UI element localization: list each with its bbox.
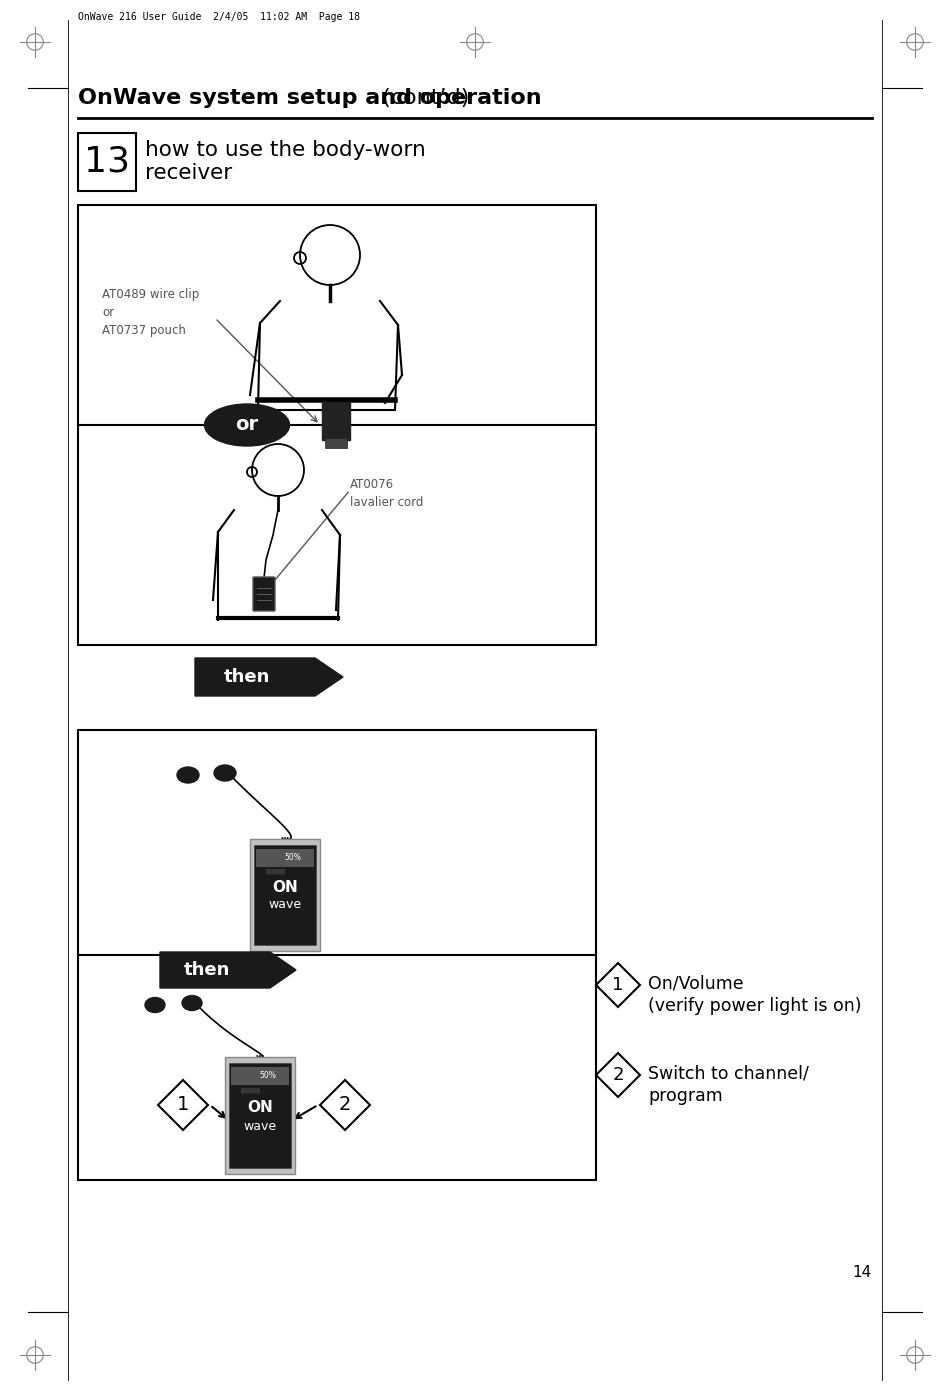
Text: (cont’d): (cont’d) (375, 88, 469, 108)
Text: (verify power light is on): (verify power light is on) (648, 997, 862, 1015)
Ellipse shape (214, 764, 236, 781)
Text: 13: 13 (84, 146, 130, 179)
Text: OnWave 216 User Guide  2/4/05  11:02 AM  Page 18: OnWave 216 User Guide 2/4/05 11:02 AM Pa… (78, 13, 360, 22)
Bar (325, 438, 347, 448)
Text: 1: 1 (177, 1095, 189, 1114)
Bar (250, 839, 320, 951)
Text: ON: ON (247, 1099, 273, 1114)
Text: Switch to channel/: Switch to channel/ (648, 1065, 808, 1084)
Polygon shape (320, 1079, 370, 1130)
Text: OnWave system setup and operation: OnWave system setup and operation (78, 88, 541, 108)
Text: how to use the body-worn: how to use the body-worn (145, 140, 426, 160)
Bar (78, 133, 136, 190)
Text: receiver: receiver (145, 162, 232, 183)
Ellipse shape (145, 997, 165, 1012)
Polygon shape (160, 952, 296, 988)
Ellipse shape (182, 995, 202, 1011)
Polygon shape (195, 658, 343, 696)
Text: AT0489 wire clip
or
AT0737 pouch: AT0489 wire clip or AT0737 pouch (102, 288, 200, 337)
Bar (322, 402, 350, 440)
Bar (254, 846, 316, 945)
Text: 1: 1 (613, 976, 624, 994)
Text: ||||||||||: |||||||||| (240, 1088, 260, 1093)
Text: ||||||||||: |||||||||| (265, 868, 285, 874)
Text: 14: 14 (853, 1266, 872, 1280)
Bar (78, 729, 596, 1180)
Bar (231, 1067, 289, 1085)
Text: 2: 2 (612, 1065, 624, 1084)
Text: ON: ON (272, 879, 298, 895)
Text: program: program (648, 1086, 723, 1105)
FancyBboxPatch shape (253, 577, 275, 610)
Ellipse shape (204, 405, 290, 447)
Text: 2: 2 (339, 1095, 352, 1114)
Bar (229, 1063, 291, 1168)
Text: then: then (224, 668, 270, 686)
Polygon shape (158, 1079, 208, 1130)
Text: 50%: 50% (285, 854, 301, 862)
Text: wave: wave (243, 1120, 276, 1133)
Bar (256, 848, 314, 867)
Text: wave: wave (269, 899, 301, 911)
Text: AT0076
lavalier cord: AT0076 lavalier cord (350, 477, 424, 510)
Text: On/Volume: On/Volume (648, 974, 744, 993)
Text: 50%: 50% (259, 1071, 276, 1081)
Text: then: then (183, 960, 230, 979)
Polygon shape (596, 1053, 640, 1098)
Polygon shape (596, 963, 640, 1007)
Ellipse shape (177, 767, 199, 783)
Bar (225, 1057, 295, 1175)
Bar (78, 204, 596, 645)
Text: or: or (236, 416, 258, 434)
